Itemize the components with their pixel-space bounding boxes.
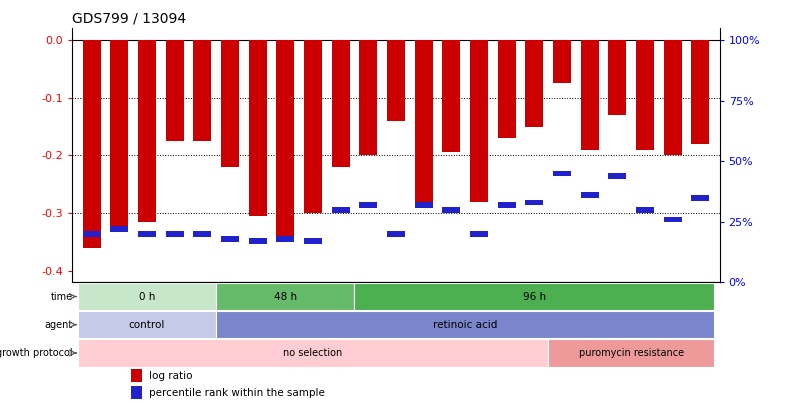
Text: 96 h: 96 h — [522, 292, 545, 301]
Text: control: control — [128, 320, 165, 330]
Text: 48 h: 48 h — [274, 292, 296, 301]
Bar — [552, 40, 570, 83]
Bar — [130, 369, 142, 382]
Bar — [216, 283, 354, 310]
Text: log ratio: log ratio — [149, 371, 192, 381]
Bar — [580, 40, 597, 149]
Bar — [580, 192, 597, 198]
Bar — [110, 40, 128, 230]
Bar — [304, 40, 321, 213]
Bar — [248, 239, 267, 244]
Bar — [78, 339, 548, 367]
Bar — [83, 231, 100, 237]
Text: growth protocol: growth protocol — [0, 348, 73, 358]
Bar — [332, 40, 349, 167]
Bar — [332, 207, 349, 213]
Bar — [414, 40, 432, 202]
Bar — [635, 207, 653, 213]
Bar — [221, 40, 238, 167]
Bar — [691, 40, 708, 144]
Bar — [83, 40, 100, 248]
Bar — [691, 195, 708, 200]
Bar — [497, 202, 515, 208]
Bar — [276, 40, 294, 239]
Bar — [78, 311, 216, 338]
Bar — [359, 40, 377, 156]
Bar — [442, 40, 459, 153]
Bar — [552, 171, 570, 177]
Text: puromycin resistance: puromycin resistance — [578, 348, 683, 358]
Bar — [662, 217, 681, 222]
Text: no selection: no selection — [283, 348, 342, 358]
Bar — [304, 239, 321, 244]
Bar — [248, 40, 267, 216]
Bar — [608, 173, 626, 179]
Text: retinoic acid: retinoic acid — [432, 320, 497, 330]
Bar — [276, 236, 294, 242]
Bar — [78, 283, 216, 310]
Bar — [414, 202, 432, 208]
Bar — [165, 40, 183, 141]
Bar — [386, 40, 405, 121]
Bar — [354, 283, 713, 310]
Bar — [221, 236, 238, 242]
Bar — [608, 40, 626, 115]
Bar — [194, 40, 211, 141]
Text: GDS799 / 13094: GDS799 / 13094 — [72, 12, 186, 26]
Bar — [138, 40, 156, 222]
Text: percentile rank within the sample: percentile rank within the sample — [149, 388, 324, 398]
Bar — [110, 226, 128, 232]
Bar — [138, 231, 156, 237]
Bar — [216, 311, 713, 338]
Bar — [470, 40, 487, 202]
Bar — [442, 207, 459, 213]
Bar — [165, 231, 183, 237]
Bar — [497, 40, 515, 138]
Bar — [524, 200, 543, 205]
Bar — [548, 339, 713, 367]
Text: agent: agent — [45, 320, 73, 330]
Text: 0 h: 0 h — [139, 292, 155, 301]
Text: time: time — [51, 292, 73, 301]
Bar — [470, 231, 487, 237]
Bar — [524, 40, 543, 126]
Bar — [635, 40, 653, 149]
Bar — [194, 231, 211, 237]
Bar — [662, 40, 681, 156]
Bar — [359, 202, 377, 208]
Bar — [386, 231, 405, 237]
Bar — [130, 386, 142, 399]
